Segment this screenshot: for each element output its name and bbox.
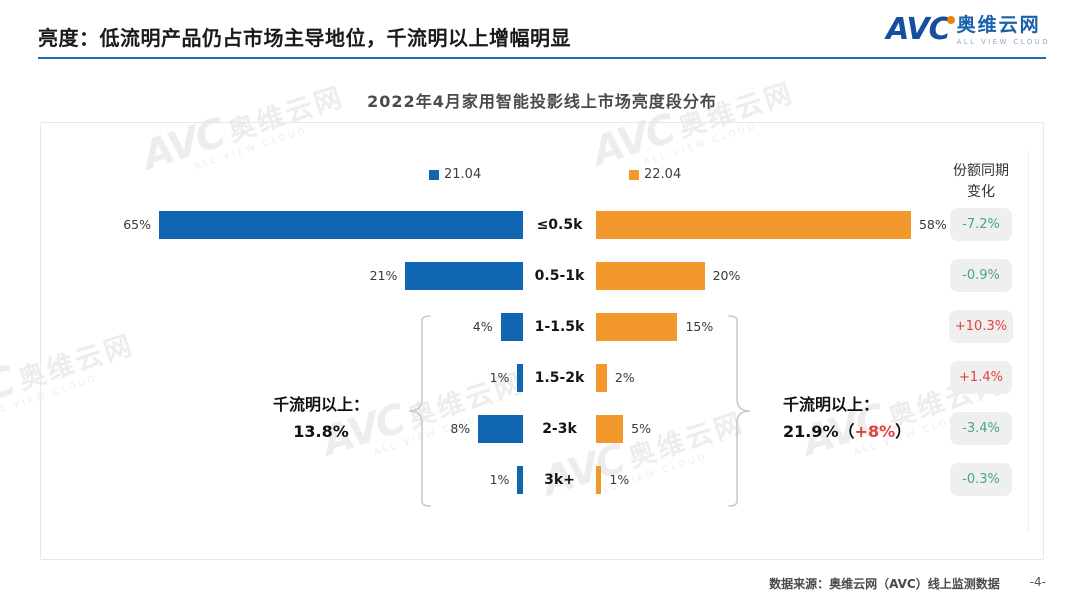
bar-21-04: [405, 261, 523, 290]
bar-22-04: [596, 465, 602, 494]
column-divider: [1028, 151, 1029, 533]
chart-panel: 21.04 22.04 份额同期 变化 65% ≤0.5k 58% -7.2% 21% 0…: [40, 122, 1044, 560]
legend-swatch-21-04: [429, 169, 439, 180]
value-label-22-04: 20%: [712, 268, 741, 283]
brace-right-icon: [728, 315, 751, 507]
brace-left-icon: [408, 315, 431, 507]
bar-22-04: [596, 312, 678, 341]
avc-logo-letters: AVC: [886, 15, 955, 45]
chart-row: 65% ≤0.5k 58% -7.2%: [41, 199, 1045, 250]
chart-rows: 65% ≤0.5k 58% -7.2% 21% 0.5-1k 20% -0.9% 4% 1-1.5…: [41, 199, 1045, 505]
value-label-21-04: 1%: [489, 370, 510, 385]
yoy-change-badge: -0.3%: [950, 463, 1012, 496]
data-source-note: 数据来源：奥维云网（AVC）线上监测数据: [769, 577, 1000, 591]
annotation-right-paren-open: （: [838, 422, 855, 442]
category-label: 3k+: [544, 471, 575, 488]
title-divider: [38, 57, 1046, 59]
bar-21-04: [159, 210, 523, 239]
category-label: ≤0.5k: [536, 216, 583, 233]
value-label-22-04: 5%: [631, 421, 651, 436]
legend-label-21-04: 21.04: [444, 167, 482, 182]
page-number: -4-: [1029, 575, 1046, 589]
chart-title: 2022年4月家用智能投影线上市场亮度段分布: [367, 92, 717, 111]
annotation-right-highlight: +8%: [854, 422, 896, 442]
bar-22-04: [596, 363, 607, 392]
legend-swatch-22-04: [629, 169, 639, 180]
bar-22-04: [596, 414, 624, 443]
yoy-change-header-line2: 变化: [967, 184, 995, 200]
value-label-21-04: 1%: [489, 472, 510, 487]
bar-21-04: [517, 363, 523, 392]
yoy-change-header-line1: 份额同期: [953, 163, 1009, 179]
footer: 数据来源：奥维云网（AVC）线上监测数据 -4-: [769, 575, 1046, 592]
annotation-right-value-line: 21.9%（+8%）: [783, 418, 911, 445]
annotation-right-value: 21.9%: [783, 422, 839, 442]
yoy-change-badge: -3.4%: [950, 412, 1012, 445]
category-label: 0.5-1k: [534, 267, 585, 284]
bar-21-04: [517, 465, 523, 494]
value-label-21-04: 8%: [450, 421, 471, 436]
logo-orange-dot-icon: [946, 16, 955, 25]
legend-item-21-04: 21.04: [429, 167, 481, 182]
chart-row: 8% 2-3k 5% -3.4%: [41, 403, 1045, 454]
bar-22-04: [596, 210, 911, 239]
annotation-right-over-1000lm: 千流明以上： 21.9%（+8%）: [783, 391, 911, 445]
yoy-change-column-header: 份额同期 变化: [901, 161, 1061, 203]
value-label-22-04: 58%: [918, 217, 947, 232]
annotation-left-value: 13.8%: [293, 422, 349, 442]
avc-logo: AVC 奥维云网 ALL VIEW CLOUD: [886, 15, 1050, 46]
value-label-21-04: 65%: [123, 217, 151, 232]
chart-row: 21% 0.5-1k 20% -0.9%: [41, 250, 1045, 301]
logo-company-name: 奥维云网: [956, 14, 1041, 36]
category-label: 2-3k: [542, 420, 577, 437]
watermark-avc-text: AVC: [0, 358, 20, 428]
annotation-right-line1: 千流明以上：: [783, 395, 880, 414]
yoy-change-badge: +10.3%: [948, 310, 1014, 343]
bar-22-04: [596, 261, 705, 290]
yoy-change-badge: +1.4%: [950, 361, 1012, 394]
annotation-right-paren-close: ）: [895, 422, 912, 442]
category-label: 1-1.5k: [534, 318, 585, 335]
page-title: 亮度：低流明产品仍占市场主导地位，千流明以上增幅明显: [38, 26, 571, 50]
chart-row: 4% 1-1.5k 15% +10.3%: [41, 301, 1045, 352]
value-label-21-04: 4%: [472, 319, 493, 334]
annotation-left-line1: 千流明以上：: [272, 395, 369, 414]
chart-row: 1% 1.5-2k 2% +1.4%: [41, 352, 1045, 403]
value-label-22-04: 15%: [685, 319, 714, 334]
logo-tagline: ALL VIEW CLOUD: [956, 37, 1050, 46]
yoy-change-badge: -0.9%: [950, 259, 1012, 292]
chart-row: 1% 3k+ 1% -0.3%: [41, 454, 1045, 505]
category-label: 1.5-2k: [534, 369, 585, 386]
value-label-22-04: 1%: [609, 472, 630, 487]
bar-21-04: [478, 414, 523, 443]
bar-21-04: [500, 312, 523, 341]
legend-label-22-04: 22.04: [644, 167, 682, 182]
yoy-change-badge: -7.2%: [950, 208, 1012, 241]
annotation-left-over-1000lm: 千流明以上： 13.8%: [221, 391, 421, 445]
value-label-22-04: 2%: [614, 370, 635, 385]
value-label-21-04: 21%: [369, 268, 398, 283]
legend-item-22-04: 22.04: [629, 167, 681, 182]
